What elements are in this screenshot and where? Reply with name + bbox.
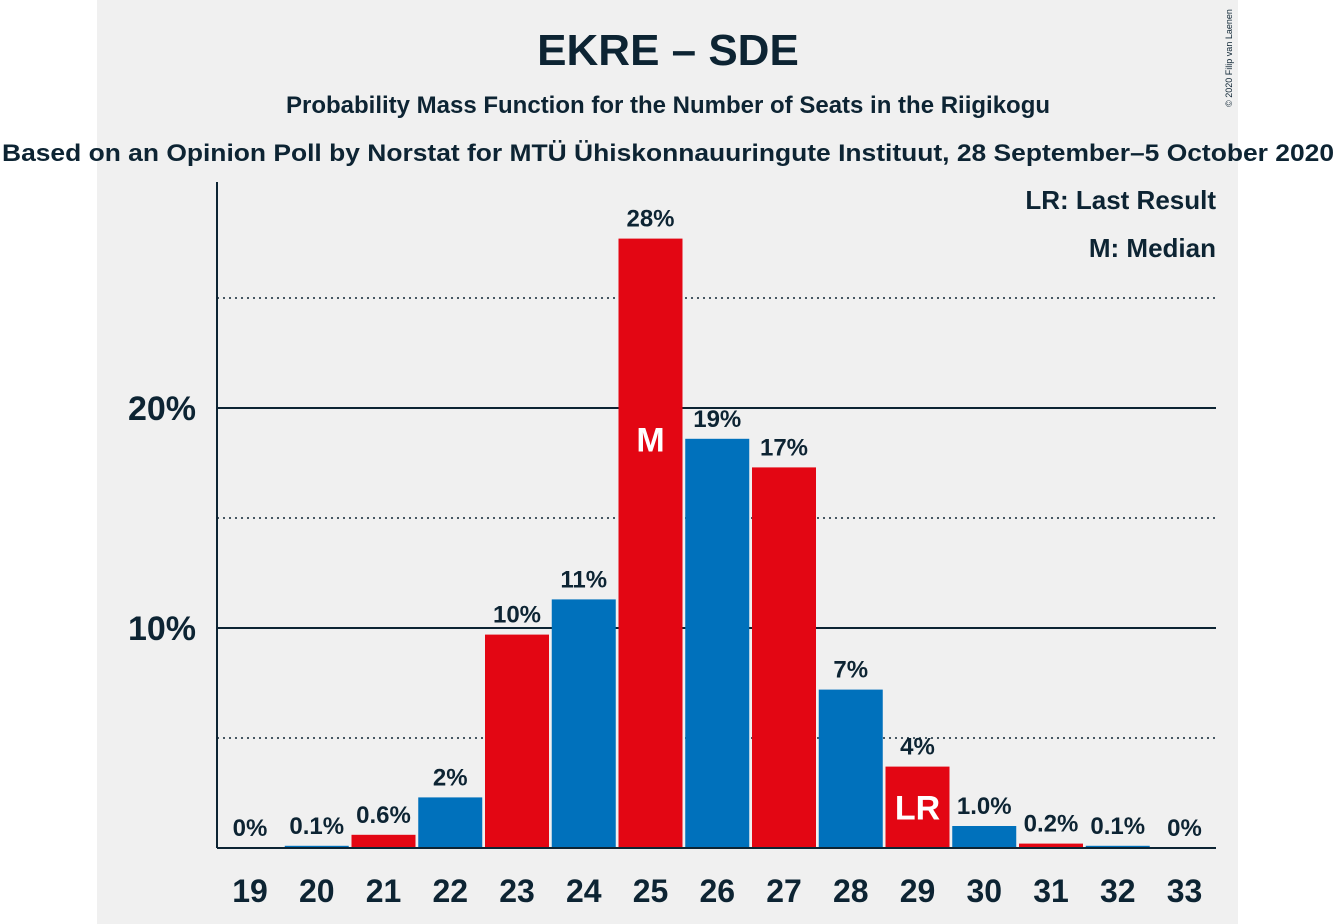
data-label-seat-26: 19% [693, 406, 741, 433]
bar-seat-20 [284, 845, 349, 848]
x-tick-label: 29 [900, 873, 936, 909]
x-tick-label: 27 [766, 873, 802, 909]
chart-title: EKRE – SDE [537, 26, 799, 75]
bars [284, 238, 1150, 849]
x-tick-label: 28 [833, 873, 869, 909]
x-tick-label: 24 [566, 873, 602, 909]
data-label-seat-29: 4% [900, 734, 935, 761]
x-tick-label: 25 [633, 873, 669, 909]
chart-subtitle: Probability Mass Function for the Number… [286, 92, 1050, 119]
data-label-seat-33: 0% [1167, 815, 1202, 842]
bar-seat-25 [618, 238, 683, 849]
data-label-seat-31: 0.2% [1024, 811, 1079, 838]
data-label-seat-19: 0% [233, 815, 268, 842]
x-tick-label: 30 [966, 873, 1002, 909]
y-tick-label: 10% [128, 610, 196, 648]
x-tick-label: 21 [366, 873, 402, 909]
bar-seat-23 [485, 634, 549, 848]
x-tick-label: 31 [1033, 873, 1069, 909]
data-label-seat-21: 0.6% [356, 802, 411, 829]
bar-seat-28 [818, 689, 883, 848]
bar-seat-31 [1019, 843, 1083, 848]
copyright-notice: © 2020 Filip van Laenen [1224, 9, 1234, 107]
x-tick-label: 26 [699, 873, 735, 909]
bar-seat-21 [351, 834, 416, 848]
data-label-seat-30: 1.0% [957, 793, 1012, 820]
legend: LR: Last Result M: Median [1025, 185, 1216, 263]
chart-source: Based on an Opinion Poll by Norstat for … [2, 140, 1334, 167]
bar-seat-32 [1085, 845, 1150, 848]
x-tick-label: 33 [1167, 873, 1203, 909]
data-label-seat-20: 0.1% [289, 813, 344, 840]
x-tick-label: 19 [232, 873, 268, 909]
data-labels: 0% 0.1% 0.6% 2% 10% 11% 28% M 19% 17% 7% 4% LR 1.0% 0.… [233, 206, 1202, 842]
data-label-seat-22: 2% [433, 764, 468, 791]
bar-seat-24 [551, 599, 616, 848]
bar-seat-30 [952, 826, 1017, 848]
data-label-seat-27: 17% [760, 434, 808, 461]
axes: 10% 20% 19 20 21 22 23 24 25 26 27 28 29 30 31 32 33 [128, 182, 1216, 909]
median-marker: M [636, 422, 664, 460]
bar-seat-22 [418, 797, 483, 848]
last-result-marker: LR [895, 789, 940, 827]
data-label-seat-24: 11% [560, 566, 607, 593]
legend-median: M: Median [1089, 233, 1216, 263]
data-label-seat-25: 28% [626, 206, 674, 233]
x-tick-label: 23 [499, 873, 535, 909]
x-tick-label: 32 [1100, 873, 1136, 909]
legend-last-result: LR: Last Result [1025, 185, 1216, 215]
x-tick-label: 22 [432, 873, 468, 909]
data-label-seat-23: 10% [493, 602, 541, 629]
bar-seat-29 [885, 766, 950, 848]
y-tick-label: 20% [128, 390, 196, 428]
x-tick-label: 20 [299, 873, 335, 909]
bar-seat-27 [752, 467, 816, 848]
data-label-seat-32: 0.1% [1090, 813, 1145, 840]
bar-seat-26 [685, 438, 750, 848]
data-label-seat-28: 7% [833, 657, 868, 684]
